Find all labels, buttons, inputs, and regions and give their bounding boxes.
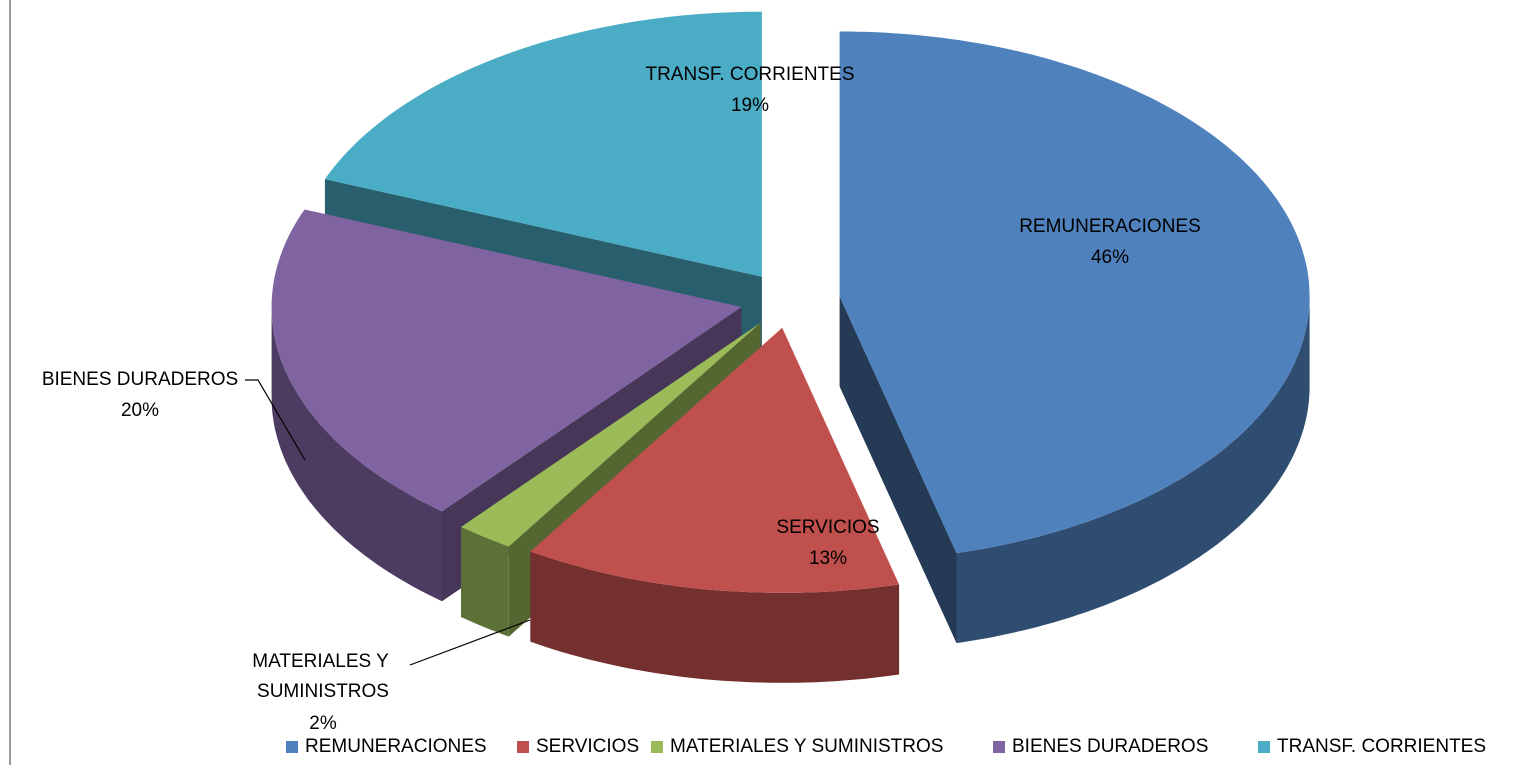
label-line: MATERIALES Y [252,651,394,672]
data-label-category: TRANSF. CORRIENTES [645,64,854,85]
slice-wall [461,527,509,637]
slice [461,322,761,547]
legend-swatch [517,741,529,753]
data-label-category: MATERIALES Y SUMINISTROS [252,651,394,702]
legend-swatch [286,741,298,753]
leader-line [245,379,306,461]
slice-wall [956,296,1310,644]
legend-swatch [1258,741,1270,753]
leader-line [409,619,531,666]
slice [324,11,762,277]
data-label-value: 2% [309,713,337,734]
slice [530,327,900,593]
data-label-category: BIENES DURADEROS [42,369,238,390]
label-line: SUMINISTROS [257,681,389,702]
legend-swatch [993,741,1005,753]
data-label-value: 46% [1091,247,1129,268]
slice-wall [271,307,442,602]
legend-item: BIENES DURADEROS [1012,736,1208,757]
legend-item: SERVICIOS [536,736,639,757]
legend-item: REMUNERACIONES [305,736,487,757]
slice [271,209,742,512]
slice [839,31,1310,554]
slice-side [839,296,957,644]
data-label-value: 19% [731,95,769,116]
data-label-category: SERVICIOS [776,517,879,538]
legend-item: TRANSF. CORRIENTES [1277,736,1486,757]
data-label-value: 20% [121,400,159,421]
legend-swatch [651,741,663,753]
slice-wall [530,551,900,683]
data-label-value: 13% [809,548,847,569]
legend-item: MATERIALES Y SUMINISTROS [670,736,943,757]
data-label-category: REMUNERACIONES [1019,216,1201,237]
